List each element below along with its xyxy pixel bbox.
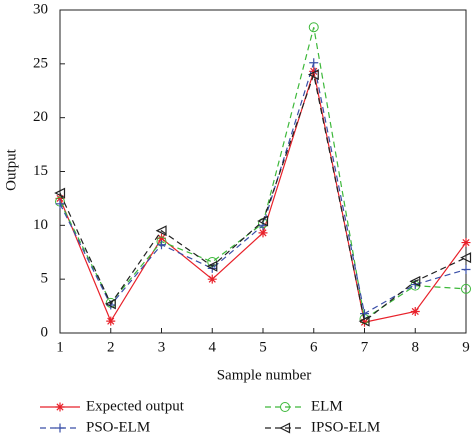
marker — [360, 309, 369, 319]
marker — [461, 238, 471, 248]
y-tick-label: 25 — [33, 55, 48, 71]
x-tick-label: 8 — [412, 339, 420, 355]
marker — [307, 69, 319, 81]
marker — [106, 316, 116, 326]
legend-marker — [55, 402, 65, 412]
y-axis-label: Output — [3, 148, 19, 191]
legend-label: ELM — [311, 398, 343, 414]
marker — [358, 315, 370, 327]
plot-frame — [59, 9, 467, 334]
y-tick-label: 30 — [33, 1, 48, 17]
series-line — [59, 27, 467, 321]
marker — [104, 298, 116, 310]
y-tick-label: 5 — [41, 271, 49, 287]
marker — [410, 306, 420, 316]
marker — [309, 58, 319, 68]
marker — [461, 283, 471, 294]
legend-marker — [55, 423, 65, 433]
marker — [308, 22, 319, 33]
marker — [309, 66, 319, 76]
y-tick-label: 20 — [33, 109, 48, 125]
y-tick-label: 0 — [41, 324, 49, 340]
marker — [157, 233, 166, 243]
marker — [207, 274, 217, 284]
marker — [157, 240, 166, 250]
x-tick-label: 6 — [310, 339, 318, 355]
marker — [258, 228, 268, 238]
legend-marker — [280, 402, 290, 412]
y-tick-label: 15 — [33, 163, 48, 179]
marker — [54, 187, 66, 199]
legend-label: PSO-ELM — [86, 419, 150, 435]
marker — [206, 260, 218, 272]
marker — [460, 252, 472, 264]
marker — [409, 275, 421, 287]
marker — [55, 199, 65, 209]
marker — [55, 193, 65, 203]
series-line — [59, 71, 467, 323]
marker — [155, 225, 167, 237]
x-tick-label: 1 — [56, 339, 64, 355]
legend-label: IPSO-ELM — [311, 419, 380, 435]
series-line — [59, 72, 467, 323]
marker — [461, 264, 471, 274]
x-tick-label: 2 — [107, 339, 115, 355]
marker — [257, 215, 269, 227]
y-tick-label: 10 — [33, 217, 48, 233]
x-tick-label: 5 — [259, 339, 267, 355]
x-axis-label: Sample number — [217, 367, 312, 383]
series-line — [59, 62, 467, 315]
x-tick-label: 4 — [209, 339, 217, 355]
marker — [360, 317, 369, 327]
x-tick-label: 9 — [462, 339, 470, 355]
legend-label: Expected output — [86, 398, 185, 414]
legend-marker — [279, 422, 291, 434]
x-tick-label: 7 — [361, 339, 369, 355]
x-tick-label: 3 — [158, 339, 166, 355]
